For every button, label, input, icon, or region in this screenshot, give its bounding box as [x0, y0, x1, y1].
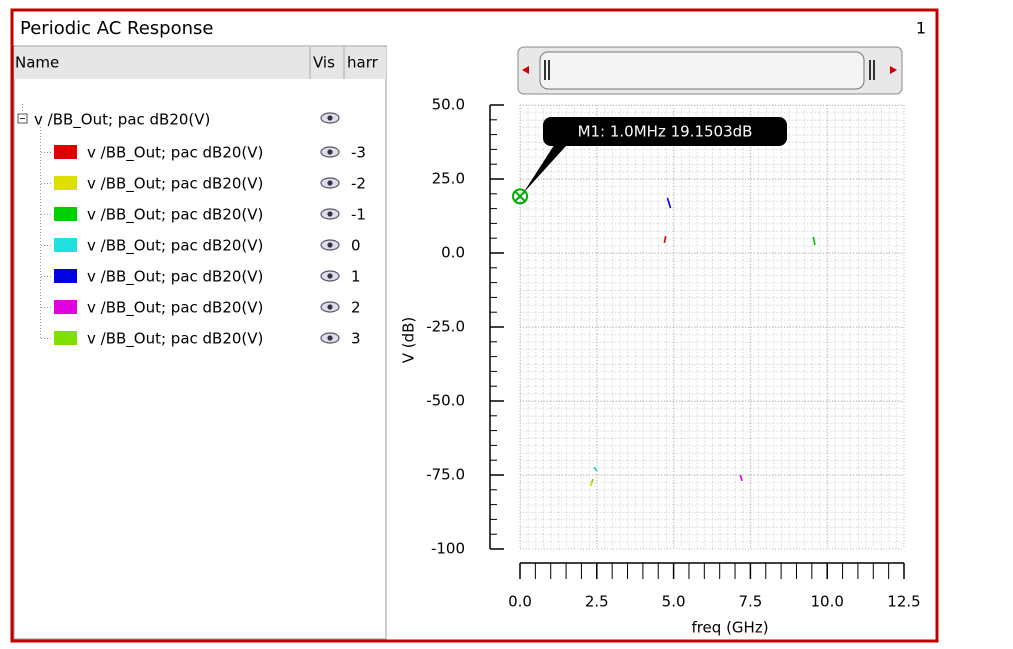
trace — [812, 236, 816, 246]
scroll-right[interactable] — [890, 66, 897, 74]
color-swatch — [54, 300, 77, 314]
tree-parent-label[interactable]: v /BB_Out; pac dB20(V) — [34, 111, 210, 130]
header-name[interactable]: Name — [15, 54, 59, 72]
color-swatch — [54, 269, 77, 283]
eye-pupil — [327, 211, 333, 217]
eye-pupil — [327, 335, 333, 341]
eye-pupil — [327, 180, 333, 186]
eye-pupil — [327, 304, 333, 310]
x-tick-label: 2.5 — [585, 593, 609, 611]
y-tick-label: 0.0 — [441, 244, 465, 262]
color-swatch — [54, 145, 77, 159]
x-tick-label: 10.0 — [810, 593, 843, 611]
color-swatch — [54, 331, 77, 345]
x-tick-label: 5.0 — [662, 593, 686, 611]
eye-pupil — [327, 273, 333, 279]
eye-pupil — [327, 115, 333, 121]
trace — [739, 474, 743, 482]
trace — [663, 235, 667, 244]
harmonic: -1 — [351, 206, 366, 224]
scrollbar — [517, 46, 903, 95]
harmonic: -2 — [351, 175, 366, 193]
marker[interactable] — [512, 188, 529, 205]
eye-pupil — [327, 149, 333, 155]
tree-header — [14, 47, 386, 79]
trace — [590, 478, 594, 484]
color-swatch — [54, 238, 77, 252]
trace-label[interactable]: v /BB_Out; pac dB20(V) — [87, 144, 263, 163]
marker-cross — [514, 190, 526, 203]
window-title: Periodic AC Response — [20, 18, 213, 39]
harmonic: 3 — [351, 330, 361, 348]
scroll-grip — [544, 60, 875, 80]
y-tick-label: -75.0 — [426, 466, 465, 484]
trace-label[interactable]: v /BB_Out; pac dB20(V) — [87, 268, 263, 287]
harmonic: -3 — [351, 144, 366, 162]
x-tick-label: 0.0 — [508, 593, 532, 611]
eye-pupil — [327, 242, 333, 248]
color-swatch — [54, 207, 77, 221]
x-axis-label: freq (GHz) — [691, 619, 768, 637]
color-swatch — [54, 176, 77, 190]
trace-label[interactable]: v /BB_Out; pac dB20(V) — [87, 299, 263, 318]
x-tick-label: 12.5 — [887, 593, 920, 611]
scrollbar-thumb[interactable] — [539, 51, 865, 90]
marker-callout-pointer — [523, 136, 575, 194]
y-tick-label: 50.0 — [432, 96, 465, 114]
header-vis[interactable]: Vis — [313, 54, 335, 72]
trace — [593, 466, 598, 472]
header-harm[interactable]: harr — [347, 54, 379, 72]
trace-label[interactable]: v /BB_Out; pac dB20(V) — [87, 175, 263, 194]
marker-callout — [543, 117, 787, 146]
trace-label[interactable]: v /BB_Out; pac dB20(V) — [87, 206, 263, 225]
y-tick-label: -25.0 — [426, 318, 465, 336]
harmonic: 0 — [351, 237, 361, 255]
harmonic: 1 — [351, 268, 361, 286]
y-axis-label: V (dB) — [400, 317, 418, 364]
marker-label: M1: 1.0MHz 19.1503dB — [578, 123, 753, 141]
trace — [666, 197, 672, 209]
window-index: 1 — [916, 19, 926, 38]
x-tick-label: 7.5 — [738, 593, 762, 611]
harmonic: 2 — [351, 299, 361, 317]
y-tick-label: 25.0 — [432, 170, 465, 188]
y-tick-label: -100 — [431, 540, 465, 558]
y-tick-label: -50.0 — [426, 392, 465, 410]
scroll-left[interactable] — [522, 66, 529, 74]
trace-label[interactable]: v /BB_Out; pac dB20(V) — [87, 237, 263, 256]
trace-label[interactable]: v /BB_Out; pac dB20(V) — [87, 330, 263, 349]
